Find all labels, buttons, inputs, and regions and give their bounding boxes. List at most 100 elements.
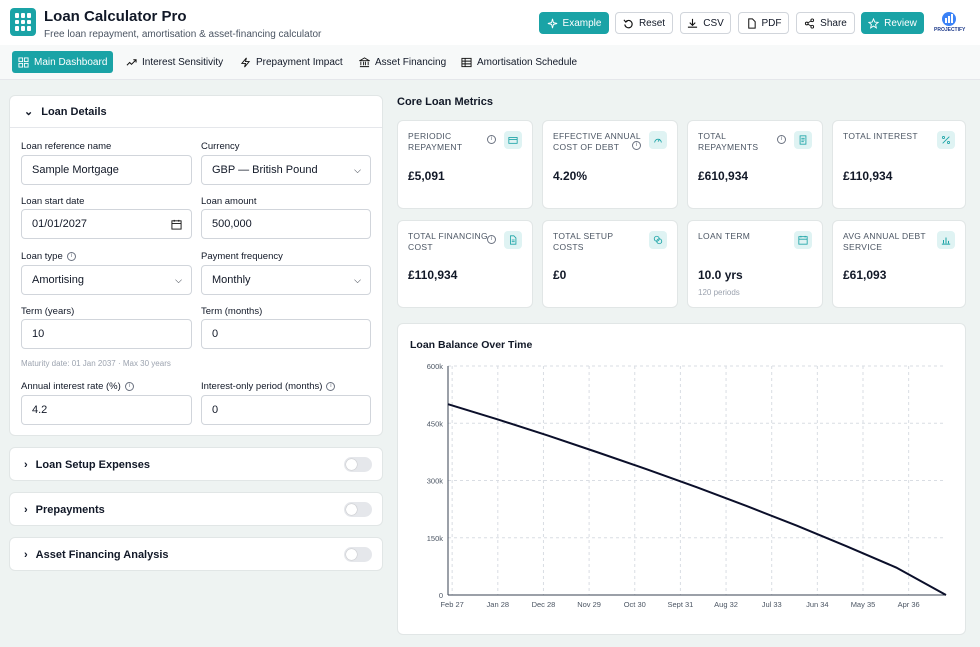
pdf-button[interactable]: PDF: [738, 12, 789, 34]
metric-card-avg-annual-debt-service: AVG ANNUAL DEBT SERVICE £61,093: [832, 220, 966, 308]
tab-prepayment-impact[interactable]: Prepayment Impact: [234, 51, 349, 73]
chevron-right-icon: ›: [24, 459, 28, 471]
info-icon[interactable]: i: [487, 235, 496, 244]
share-button-label: Share: [820, 17, 847, 29]
metric-label: TOTAL SETUP COSTS: [553, 231, 614, 252]
x-tick-label: Jan 28: [487, 600, 510, 609]
loan-details-header[interactable]: ⌄ Loan Details: [24, 105, 107, 119]
tab-amortisation-schedule[interactable]: Amortisation Schedule: [455, 51, 583, 73]
tab-bar: Main Dashboard Interest Sensitivity Prep…: [0, 45, 980, 80]
prepayments-section[interactable]: › Prepayments: [9, 492, 383, 526]
info-icon[interactable]: i: [487, 135, 496, 144]
metric-label: PERIODIC REPAYMENT: [408, 131, 463, 152]
percent-icon: [937, 131, 955, 149]
example-button[interactable]: Example: [539, 12, 609, 34]
reset-button[interactable]: Reset: [615, 12, 673, 34]
card-icon: [504, 131, 522, 149]
loan-type-value: Amortising: [32, 274, 84, 286]
x-tick-label: Apr 36: [898, 600, 920, 609]
x-tick-label: Oct 30: [624, 600, 646, 609]
brand-text: PROJECTIFY: [934, 27, 966, 33]
metric-card-effective-cost: EFFECTIVE ANNUAL COST OF DEBT i 4.20%: [542, 120, 678, 209]
sparkle-icon: [547, 18, 557, 28]
tab-asset-financing[interactable]: Asset Financing: [353, 51, 452, 73]
info-icon[interactable]: i: [777, 135, 786, 144]
info-icon[interactable]: i: [326, 382, 336, 391]
csv-button[interactable]: CSV: [680, 12, 731, 34]
asset-financing-toggle[interactable]: [344, 547, 372, 562]
metric-value: £5,091: [408, 169, 445, 183]
loan-type-select[interactable]: Amortising ⌵: [21, 265, 192, 295]
pdf-button-label: PDF: [761, 17, 782, 29]
loan-setup-expenses-section[interactable]: › Loan Setup Expenses: [9, 447, 383, 481]
chart-title: Loan Balance Over Time: [410, 339, 533, 351]
x-tick-label: Sept 31: [667, 600, 693, 609]
section-title: Prepayments: [35, 504, 105, 516]
payment-frequency-select[interactable]: Monthly ⌵: [201, 265, 371, 295]
metric-card-loan-term: LOAN TERM 10.0 yrs 120 periods: [687, 220, 823, 308]
start-date-input[interactable]: 01/01/2027: [21, 209, 192, 239]
projectify-logo: [942, 12, 956, 26]
interest-rate-input[interactable]: 4.2: [21, 395, 192, 425]
prepayments-toggle[interactable]: [344, 502, 372, 517]
app-subtitle: Free loan repayment, amortisation & asse…: [44, 29, 322, 40]
metric-value: 10.0 yrs: [698, 268, 743, 282]
currency-value: GBP — British Pound: [212, 164, 318, 176]
interest-only-input[interactable]: 0: [201, 395, 371, 425]
x-tick-label: Jun 34: [806, 600, 829, 609]
x-tick-label: Dec 28: [532, 600, 556, 609]
tab-label: Prepayment Impact: [256, 56, 343, 68]
start-date-value: 01/01/2027: [32, 218, 88, 230]
trend-icon: [126, 58, 137, 66]
tab-main-dashboard[interactable]: Main Dashboard: [12, 51, 114, 73]
term-months-input[interactable]: 0: [201, 319, 371, 349]
dashboard-icon: [18, 56, 29, 68]
rate-label-text: Annual interest rate (%): [21, 381, 121, 392]
loan-balance-chart: 0 150k 300k 450k 600k Feb 27 Jan 28 Dec 28 Nov 2…: [427, 362, 947, 609]
share-button[interactable]: Share: [796, 12, 855, 34]
info-icon[interactable]: i: [632, 141, 641, 150]
tab-label: Asset Financing: [375, 56, 447, 68]
chevron-down-icon: ⌵: [354, 165, 361, 175]
chevron-right-icon: ›: [24, 504, 28, 516]
setup-expenses-toggle[interactable]: [344, 457, 372, 472]
loan-type-label: Loan type i: [21, 251, 76, 262]
section-header: › Asset Financing Analysis: [24, 549, 169, 561]
loan-amount-input[interactable]: 500,000: [201, 209, 371, 239]
rate-label: Annual interest rate (%) i: [21, 381, 134, 392]
loan-reference-input[interactable]: Sample Mortgage: [21, 155, 192, 185]
table-icon: [461, 57, 472, 67]
y-tick-label: 0: [439, 591, 443, 600]
metric-value: £61,093: [843, 268, 887, 282]
loan-type-label-text: Loan type: [21, 251, 63, 262]
chevron-down-icon: ⌄: [24, 106, 34, 118]
metric-value: £610,934: [698, 169, 749, 183]
start-date-label: Loan start date: [21, 196, 85, 207]
tab-label: Amortisation Schedule: [477, 56, 578, 68]
loan-balance-chart-card: [397, 323, 966, 635]
currency-label: Currency: [201, 141, 240, 152]
chevron-down-icon: ⌵: [175, 275, 182, 285]
review-button-label: Review: [884, 17, 917, 29]
x-tick-label: Feb 27: [440, 600, 463, 609]
metric-value: £110,934: [408, 268, 458, 282]
metric-label: TOTAL FINANCING COST: [408, 231, 488, 252]
currency-select[interactable]: GBP — British Pound ⌵: [201, 155, 371, 185]
calendar-icon: [171, 219, 182, 230]
app-title: Loan Calculator Pro: [44, 8, 187, 25]
coins-icon: [649, 231, 667, 249]
x-tick-label: Aug 32: [714, 600, 738, 609]
term-years-input[interactable]: 10: [21, 319, 192, 349]
info-icon[interactable]: i: [66, 252, 76, 261]
calendar-icon: [794, 231, 812, 249]
io-label: Interest-only period (months) i: [201, 381, 336, 392]
tab-interest-sensitivity[interactable]: Interest Sensitivity: [120, 51, 229, 73]
metric-label: EFFECTIVE ANNUAL COST OF DEBT: [553, 131, 641, 152]
receipt-icon: [794, 131, 812, 149]
review-button[interactable]: Review: [861, 12, 924, 34]
calculator-logo-icon: [10, 8, 36, 36]
y-tick-label: 150k: [427, 534, 444, 543]
asset-financing-section[interactable]: › Asset Financing Analysis: [9, 537, 383, 571]
info-icon[interactable]: i: [124, 382, 134, 391]
loan-details-card: ⌄ Loan Details Loan reference name Sampl…: [9, 95, 383, 436]
